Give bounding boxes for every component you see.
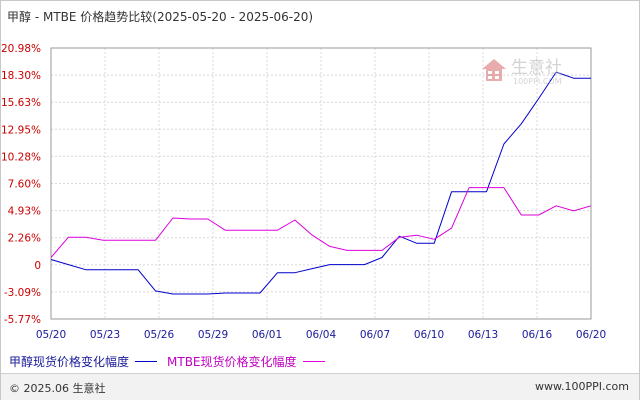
x-tick-label: 05/26 — [144, 329, 175, 341]
y-tick-label: 7.60% — [8, 179, 41, 191]
y-tick-label: 20.98% — [1, 43, 41, 55]
footer-bar: © 2025.06 生意社 www.100PPI.com — [1, 373, 639, 400]
plot-border — [50, 47, 592, 320]
series-line-mtbe — [50, 187, 592, 258]
x-tick-label: 05/20 — [36, 329, 66, 341]
watermark-brand: 生意社 — [511, 58, 562, 78]
x-tick-label: 06/13 — [468, 329, 498, 341]
y-tick-label: 10.28% — [1, 151, 41, 163]
y-tick-label: 0 — [34, 260, 41, 272]
y-tick-label: 12.95% — [1, 124, 41, 136]
x-tick-label: 06/16 — [522, 329, 553, 341]
x-tick-label: 06/20 — [576, 329, 606, 341]
chart-title: 甲醇 - MTBE 价格趋势比较(2025-05-20 - 2025-06-20… — [7, 10, 314, 24]
y-tick-label: 18.30% — [1, 70, 41, 82]
legend-swatch-mtbe — [302, 361, 325, 362]
chart-legend: 甲醇现货价格变化幅度 MTBE现货价格变化幅度 — [9, 353, 333, 370]
chart-plot: 20.98% 18.30% 15.63% 12.95% 10.28% 7.60% 4.93%… — [1, 43, 606, 341]
x-tick-label: 06/07 — [360, 329, 390, 341]
footer-copyright: © 2025.06 生意社 — [9, 382, 106, 395]
x-tick-label: 06/10 — [414, 329, 444, 341]
x-tick-label: 06/01 — [252, 329, 282, 341]
legend-swatch-methanol — [135, 361, 158, 362]
x-tick-label: 06/04 — [306, 329, 337, 341]
legend-label-methanol: 甲醇现货价格变化幅度 — [9, 355, 130, 369]
watermark-logo: 生意社 100PPI.COM — [479, 51, 589, 95]
y-tick-label: -5.77% — [4, 314, 41, 326]
x-tick-label: 05/29 — [198, 329, 228, 341]
y-tick-label: 4.93% — [8, 206, 41, 218]
x-tick-label: 05/23 — [90, 329, 120, 341]
legend-label-mtbe: MTBE现货价格变化幅度 — [167, 355, 297, 369]
y-tick-label: 2.26% — [8, 233, 41, 245]
y-tick-label: 15.63% — [1, 97, 41, 109]
house-logo-icon — [482, 59, 506, 81]
series-line-methanol — [50, 71, 591, 295]
footer-site-link[interactable]: www.100PPI.com — [535, 380, 629, 393]
watermark-url: 100PPI.COM — [513, 77, 562, 86]
y-tick-label: -3.09% — [4, 287, 41, 299]
